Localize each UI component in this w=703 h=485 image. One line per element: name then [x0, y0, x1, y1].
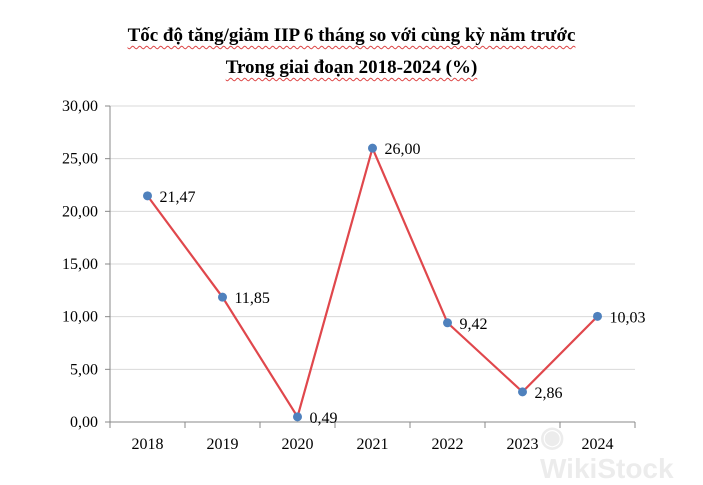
y-tick-label: 5,00	[70, 361, 98, 378]
y-tick-label: 30,00	[62, 98, 98, 115]
data-point	[143, 191, 152, 201]
line-chart: 0,00 5,00 10,00 15,00 20,00 25,00 30,00 2018 201…	[62, 98, 646, 453]
y-tick-label: 25,00	[62, 151, 98, 168]
x-tick-label: 2020	[282, 436, 314, 453]
chart-subtitle: Trong giai đoạn 2018-2024 (%)	[225, 57, 478, 78]
data-label: 11,85	[235, 290, 270, 307]
y-tick-label: 15,00	[62, 256, 98, 273]
data-point	[518, 387, 527, 397]
data-label: 10,03	[610, 309, 646, 326]
data-label: 2,86	[535, 385, 563, 402]
data-label: 26,00	[385, 141, 421, 158]
watermark-logo: ◉ WikiStock	[540, 421, 674, 484]
data-label: 9,42	[460, 316, 488, 333]
x-tick-label: 2021	[357, 436, 389, 453]
data-point	[368, 143, 377, 153]
series-line	[146, 144, 599, 420]
data-point	[218, 292, 227, 302]
y-tick-label: 20,00	[62, 203, 98, 220]
y-tick-label: 0,00	[70, 414, 98, 431]
data-point	[593, 311, 602, 321]
data-label: 0,49	[310, 410, 338, 427]
x-tick-label: 2018	[132, 436, 164, 453]
y-tick-label: 10,00	[62, 309, 98, 326]
x-tick-label: 2019	[207, 436, 239, 453]
data-point	[293, 412, 302, 422]
data-point	[443, 318, 452, 328]
chart-title: Tốc độ tăng/giảm IIP 6 tháng so với cùng…	[127, 25, 576, 46]
x-tick-label: 2023	[507, 436, 539, 453]
x-tick-label: 2024	[582, 436, 614, 453]
x-tick-label: 2022	[432, 436, 464, 453]
data-label: 21,47	[160, 189, 196, 206]
